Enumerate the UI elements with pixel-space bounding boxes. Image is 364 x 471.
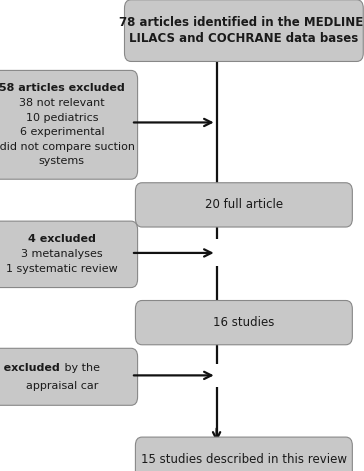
FancyBboxPatch shape [124, 0, 363, 61]
FancyBboxPatch shape [0, 71, 138, 179]
Text: 6 experimental: 6 experimental [20, 127, 104, 137]
Text: 3 metanalyses: 3 metanalyses [21, 249, 103, 260]
FancyBboxPatch shape [135, 183, 352, 227]
FancyBboxPatch shape [135, 300, 352, 345]
Text: 1 excluded: 1 excluded [0, 363, 60, 373]
Text: 4 excluded: 4 excluded [28, 235, 96, 244]
Text: 4 did not compare suction: 4 did not compare suction [0, 142, 135, 152]
FancyBboxPatch shape [0, 221, 138, 287]
Text: 1 systematic review: 1 systematic review [6, 264, 118, 274]
Text: 10 pediatrics: 10 pediatrics [25, 113, 98, 122]
FancyBboxPatch shape [0, 349, 138, 405]
Text: 20 full article: 20 full article [205, 198, 283, 211]
Text: appraisal car: appraisal car [26, 381, 98, 390]
Text: 78 articles identified in the MEDLINE,
LILACS and COCHRANE data bases: 78 articles identified in the MEDLINE, L… [119, 16, 364, 45]
Text: 15 studies described in this review: 15 studies described in this review [141, 453, 347, 466]
FancyBboxPatch shape [135, 437, 352, 471]
Text: systems: systems [39, 156, 85, 166]
Text: by the: by the [61, 363, 100, 373]
Text: 38 not relevant: 38 not relevant [19, 98, 105, 108]
Text: 58 articles excluded: 58 articles excluded [0, 83, 125, 93]
Text: 16 studies: 16 studies [213, 316, 274, 329]
